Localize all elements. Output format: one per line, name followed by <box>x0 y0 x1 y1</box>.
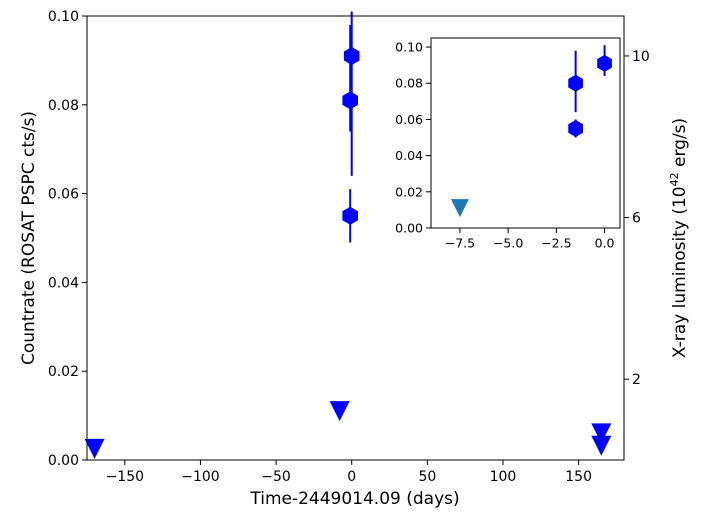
inset-detection-point <box>597 54 612 72</box>
inset-detection-point <box>568 74 583 92</box>
main-upper-limit-marker <box>84 438 105 459</box>
main-ticks: −150 −100 −50 0 50 100 1500.000.020.040.060.08… <box>48 9 650 485</box>
main-y-tick-label: 0.04 <box>48 275 79 291</box>
inset-x-tick-label: −5.0 <box>493 236 523 251</box>
inset-y-tick-label: 0.06 <box>395 112 423 127</box>
inset-marks <box>450 45 612 218</box>
x-axis-label: Time-2449014.09 (days) <box>249 489 459 509</box>
main-x-tick-label: 100 <box>490 469 517 485</box>
main-x-tick-label: 150 <box>565 469 592 485</box>
main-upper-limit-marker <box>591 435 612 456</box>
main-marks <box>84 11 612 459</box>
main-detection-point <box>343 46 360 65</box>
inset-y-tick-label: 0.10 <box>395 40 423 55</box>
inset-x-tick-label: −2.5 <box>541 236 571 251</box>
inset-upper-limit-marker <box>450 199 469 218</box>
inset-x-tick-label: 0.0 <box>595 236 615 251</box>
main-y-tick-label: 0.10 <box>48 9 79 25</box>
inset-x-tick-label: −7.5 <box>445 236 475 251</box>
main-y2-tick-label: 2 <box>632 372 641 388</box>
main-y-tick-label: 0.02 <box>48 364 79 380</box>
inset-detection-point <box>568 119 583 137</box>
y2-axis-label-prefix: X-ray luminosity (10 <box>670 186 690 358</box>
main-upper-limit-marker <box>329 401 350 422</box>
main-y2-tick-label: 10 <box>632 49 650 65</box>
y2-axis-label-suffix: erg/s) <box>670 118 690 173</box>
y-axis-label: Countrate (ROSAT PSPC cts/s) <box>19 111 39 365</box>
inset-y-tick-label: 0.04 <box>395 148 423 163</box>
inset-y-tick-label: 0.02 <box>395 184 423 199</box>
main-detection-point <box>342 91 358 110</box>
main-y-tick-label: 0.06 <box>48 187 79 203</box>
inset-ticks: −7.5 −5.0 −2.5 0.0 0.00 0.02 0.04 0.06 0.08 0.10 <box>395 40 614 251</box>
main-y-tick-label: 0.00 <box>48 453 79 469</box>
inset-background <box>431 38 620 228</box>
main-x-tick-label: −150 <box>106 469 144 485</box>
inset-y-tick-label: 0.08 <box>395 76 423 91</box>
main-upper-limit-marker <box>591 423 612 444</box>
main-y2-tick-label: 6 <box>632 211 641 227</box>
y2-axis-label: X-ray luminosity (1042 erg/s) <box>668 118 690 358</box>
main-x-tick-label: −50 <box>261 469 291 485</box>
main-y-tick-label: 0.08 <box>48 98 79 114</box>
main-plot-frame <box>86 15 625 461</box>
main-x-tick-label: 0 <box>347 469 356 485</box>
inset-y-tick-label: 0.00 <box>395 221 423 236</box>
inset-plot-frame <box>430 37 621 229</box>
main-x-tick-label: 50 <box>418 469 436 485</box>
main-detection-point <box>342 206 358 225</box>
y2-axis-label-exponent: 42 <box>668 172 681 186</box>
main-x-tick-label: −100 <box>181 469 219 485</box>
